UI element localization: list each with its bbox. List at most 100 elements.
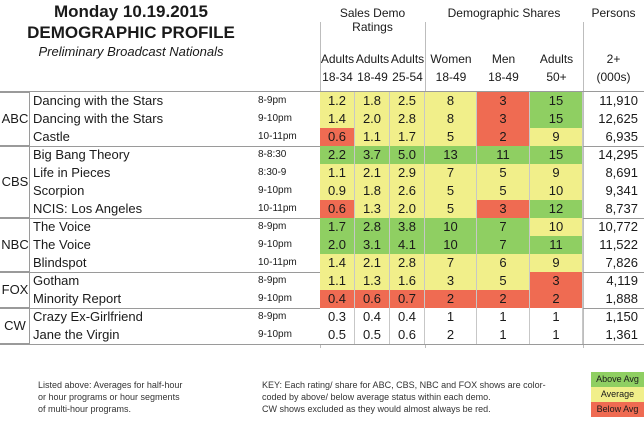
time-slot: 9-10pm xyxy=(258,293,292,304)
column-header-l1: Women xyxy=(430,52,472,66)
show-title: Minority Report xyxy=(33,291,122,306)
persons-cell: 1,361 xyxy=(605,327,638,342)
column-header-l2: 25-54 xyxy=(392,70,423,84)
share-cell: 3 xyxy=(425,272,477,290)
column-header-l1: Men xyxy=(491,52,516,66)
time-slot: 8-9pm xyxy=(258,95,287,106)
time-slot: 9-10pm xyxy=(258,329,292,340)
legend-above-average: Above Avg xyxy=(591,372,644,387)
rating-cell: 1.8 xyxy=(355,92,390,110)
table-row: Jane the Virgin 9-10pm 0.5 0.5 0.6 2 1 1 1,361 xyxy=(0,326,644,344)
legend-below-average: Below Avg xyxy=(591,402,644,417)
table-row: Dancing with the Stars 9-10pm 1.4 2.0 2.8 8 3 1… xyxy=(0,110,644,128)
share-cell: 5 xyxy=(425,182,477,200)
share-cell: 7 xyxy=(477,218,530,236)
persons-cell: 1,888 xyxy=(605,291,638,306)
column-header-l2: (000s) xyxy=(596,70,631,84)
show-title: The Voice xyxy=(33,237,91,252)
rating-cell: 0.6 xyxy=(390,326,425,344)
rating-cell: 0.3 xyxy=(320,308,355,326)
network-box xyxy=(0,272,30,308)
table-row: Dancing with the Stars 8-9pm 1.2 1.8 2.5 8 3 15… xyxy=(0,92,644,110)
time-slot: 10-11pm xyxy=(258,131,297,142)
share-cell: 15 xyxy=(530,92,583,110)
table-row: Crazy Ex-Girlfriend 8-9pm 0.3 0.4 0.4 1 1 1 1,15… xyxy=(0,308,644,326)
share-cell: 2 xyxy=(530,290,583,308)
column-header-l1: Adults xyxy=(390,52,425,66)
rating-cell: 0.9 xyxy=(320,182,355,200)
rating-cell: 2.1 xyxy=(355,254,390,272)
share-cell: 2 xyxy=(477,128,530,146)
share-cell: 10 xyxy=(425,218,477,236)
note-line: KEY: Each rating/ share for ABC, CBS, NB… xyxy=(262,380,546,390)
share-cell: 3 xyxy=(530,272,583,290)
share-cell: 10 xyxy=(425,236,477,254)
show-title: Dancing with the Stars xyxy=(33,93,164,108)
share-cell: 11 xyxy=(477,146,530,164)
persons-cell: 12,625 xyxy=(598,111,638,126)
rating-cell: 2.9 xyxy=(390,164,425,182)
share-cell: 9 xyxy=(530,164,583,182)
persons-cell: 7,826 xyxy=(605,255,638,270)
rating-cell: 3.7 xyxy=(355,146,390,164)
persons-cell: 14,295 xyxy=(598,147,638,162)
rating-cell: 1.7 xyxy=(390,128,425,146)
note-line: CW shows excluded as they would almost a… xyxy=(262,404,491,414)
network-box xyxy=(0,92,30,146)
share-cell: 1 xyxy=(530,326,583,344)
table-row: Big Bang Theory 8-8:30 2.2 3.7 5.0 13 11 15 14,2… xyxy=(0,146,644,164)
share-cell: 5 xyxy=(477,164,530,182)
rating-cell: 1.1 xyxy=(355,128,390,146)
share-cell: 2 xyxy=(425,290,477,308)
column-header-l2: 50+ xyxy=(546,70,567,84)
divider-persons xyxy=(583,22,584,348)
network-box xyxy=(0,146,30,218)
group-persons: Persons xyxy=(591,6,636,20)
persons-cell: 10,772 xyxy=(598,219,638,234)
table-row: Life in Pieces 8:30-9 1.1 2.1 2.9 7 5 9 8,691 xyxy=(0,164,644,182)
share-cell: 1 xyxy=(425,308,477,326)
time-slot: 8-9pm xyxy=(258,275,287,286)
rating-cell: 1.8 xyxy=(355,182,390,200)
rating-cell: 2.8 xyxy=(355,218,390,236)
share-cell: 12 xyxy=(530,200,583,218)
rating-cell: 0.7 xyxy=(390,290,425,308)
share-cell: 1 xyxy=(477,326,530,344)
rating-cell: 5.0 xyxy=(390,146,425,164)
share-cell: 5 xyxy=(477,272,530,290)
network-label: ABC xyxy=(1,111,29,126)
persons-cell: 1,150 xyxy=(605,309,638,324)
legend-average: Average xyxy=(591,387,644,402)
share-cell: 10 xyxy=(530,182,583,200)
show-title: Jane the Virgin xyxy=(33,327,120,342)
rating-cell: 0.6 xyxy=(320,200,355,218)
share-cell: 8 xyxy=(425,110,477,128)
network-box xyxy=(0,308,30,344)
show-title: Crazy Ex-Girlfriend xyxy=(33,309,143,324)
rating-cell: 1.3 xyxy=(355,272,390,290)
share-cell: 2 xyxy=(477,290,530,308)
note-line: Listed above: Averages for half-hour xyxy=(38,380,183,390)
table-row: The Voice 9-10pm 2.0 3.1 4.1 10 7 11 11,522 xyxy=(0,236,644,254)
rating-cell: 0.4 xyxy=(390,308,425,326)
persons-cell: 6,935 xyxy=(605,129,638,144)
rating-cell: 3.8 xyxy=(390,218,425,236)
table-row: Gotham 8-9pm 1.1 1.3 1.6 3 5 3 4,119 xyxy=(0,272,644,290)
rating-cell: 0.5 xyxy=(355,326,390,344)
time-slot: 9-10pm xyxy=(258,239,292,250)
column-header-l1: Adults xyxy=(355,52,390,66)
rating-cell: 0.6 xyxy=(320,128,355,146)
persons-cell: 8,737 xyxy=(605,201,638,216)
column-header-l2: 18-49 xyxy=(435,70,467,84)
share-cell: 15 xyxy=(530,146,583,164)
title-main: DEMOGRAPHIC PROFILE xyxy=(27,23,235,42)
column-header-l2: 18-49 xyxy=(488,70,519,84)
rating-cell: 2.5 xyxy=(390,92,425,110)
time-slot: 10-11pm xyxy=(258,257,297,268)
column-header-l1: Adults xyxy=(539,52,574,66)
subtitle: Preliminary Broadcast Nationals xyxy=(38,44,224,59)
show-title: The Voice xyxy=(33,219,91,234)
share-cell: 3 xyxy=(477,110,530,128)
table-row: Scorpion 9-10pm 0.9 1.8 2.6 5 5 10 9,341 xyxy=(0,182,644,200)
